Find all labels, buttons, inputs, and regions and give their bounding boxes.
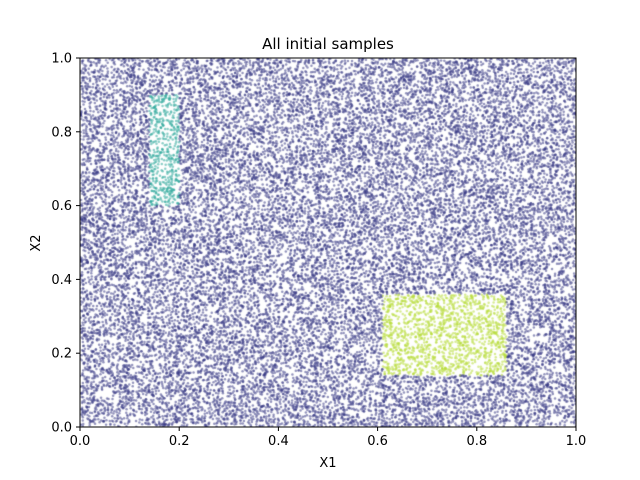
y-tick-label: 0.4 <box>51 273 72 288</box>
x-axis: 0.0 0.2 0.4 0.6 0.8 1.0 <box>70 427 587 449</box>
plot-area <box>80 58 576 427</box>
plot-frame <box>79 57 577 428</box>
x-tick-label: 0.4 <box>268 434 289 449</box>
y-tick-label: 1.0 <box>51 52 72 67</box>
y-tick-label: 0.2 <box>51 347 72 362</box>
y-axis: 0.0 0.2 0.4 0.6 0.8 1.0 <box>51 52 80 436</box>
x-tick-label: 0.0 <box>70 434 91 449</box>
chart-title: All initial samples <box>262 35 394 53</box>
scatter-points <box>80 58 576 427</box>
y-tick-label: 0.8 <box>51 125 72 140</box>
x-axis-label: X1 <box>319 456 336 471</box>
x-tick-label: 1.0 <box>566 434 587 449</box>
x-tick-label: 0.2 <box>169 434 190 449</box>
y-tick-label: 0.0 <box>51 421 72 436</box>
y-tick-label: 0.6 <box>51 199 72 214</box>
x-tick-label: 0.8 <box>466 434 487 449</box>
y-axis-label: X2 <box>29 234 44 251</box>
x-tick-label: 0.6 <box>367 434 388 449</box>
